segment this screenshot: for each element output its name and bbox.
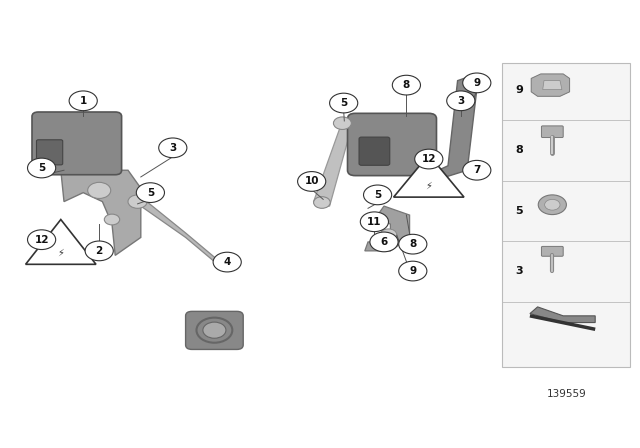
Circle shape — [159, 138, 187, 158]
Circle shape — [333, 117, 351, 129]
Text: 9: 9 — [515, 85, 523, 95]
Text: 5: 5 — [147, 188, 154, 198]
FancyBboxPatch shape — [348, 113, 436, 176]
Circle shape — [28, 158, 56, 178]
Circle shape — [128, 195, 147, 208]
FancyBboxPatch shape — [32, 112, 122, 175]
Circle shape — [28, 230, 56, 250]
Circle shape — [447, 91, 475, 111]
Circle shape — [364, 185, 392, 205]
Circle shape — [360, 212, 388, 232]
Polygon shape — [61, 170, 141, 255]
Circle shape — [463, 73, 491, 93]
Circle shape — [88, 182, 111, 198]
Circle shape — [85, 241, 113, 261]
Text: ⚡: ⚡ — [58, 248, 64, 258]
Circle shape — [69, 91, 97, 111]
Circle shape — [314, 197, 330, 208]
Text: 8: 8 — [403, 80, 410, 90]
Text: 2: 2 — [95, 246, 103, 256]
Text: 5: 5 — [515, 206, 523, 215]
Circle shape — [330, 93, 358, 113]
FancyBboxPatch shape — [541, 246, 563, 256]
Polygon shape — [138, 199, 221, 264]
Circle shape — [545, 199, 560, 210]
Text: 11: 11 — [367, 217, 381, 227]
Text: 5: 5 — [38, 163, 45, 173]
Text: 12: 12 — [422, 154, 436, 164]
Circle shape — [370, 232, 398, 252]
Text: 5: 5 — [374, 190, 381, 200]
Text: ⚡: ⚡ — [426, 181, 432, 191]
FancyBboxPatch shape — [502, 63, 630, 367]
Circle shape — [203, 322, 226, 338]
Text: 3: 3 — [457, 96, 465, 106]
FancyBboxPatch shape — [359, 137, 390, 165]
Circle shape — [136, 183, 164, 202]
FancyBboxPatch shape — [36, 140, 63, 165]
Circle shape — [380, 229, 397, 241]
Text: 8: 8 — [515, 145, 523, 155]
Text: 8: 8 — [409, 239, 417, 249]
FancyBboxPatch shape — [541, 126, 563, 138]
FancyBboxPatch shape — [186, 311, 243, 349]
Text: 6: 6 — [380, 237, 388, 247]
Polygon shape — [26, 220, 96, 264]
Polygon shape — [438, 76, 477, 179]
Polygon shape — [365, 206, 410, 251]
Text: 7: 7 — [473, 165, 481, 175]
Circle shape — [463, 160, 491, 180]
Text: 3: 3 — [169, 143, 177, 153]
Circle shape — [415, 149, 443, 169]
Polygon shape — [543, 81, 562, 90]
Circle shape — [213, 252, 241, 272]
Polygon shape — [314, 121, 352, 206]
Text: 12: 12 — [35, 235, 49, 245]
Text: 3: 3 — [515, 266, 523, 276]
Text: 9: 9 — [473, 78, 481, 88]
Circle shape — [392, 75, 420, 95]
Circle shape — [399, 261, 427, 281]
Text: 1: 1 — [79, 96, 87, 106]
Text: 9: 9 — [409, 266, 417, 276]
Text: 5: 5 — [340, 98, 348, 108]
Circle shape — [104, 214, 120, 225]
Circle shape — [538, 195, 566, 215]
Polygon shape — [531, 74, 570, 96]
Text: 4: 4 — [223, 257, 231, 267]
Polygon shape — [530, 307, 595, 323]
Text: 10: 10 — [305, 177, 319, 186]
Polygon shape — [394, 155, 464, 197]
Circle shape — [298, 172, 326, 191]
Text: 139559: 139559 — [547, 389, 586, 399]
Circle shape — [399, 234, 427, 254]
